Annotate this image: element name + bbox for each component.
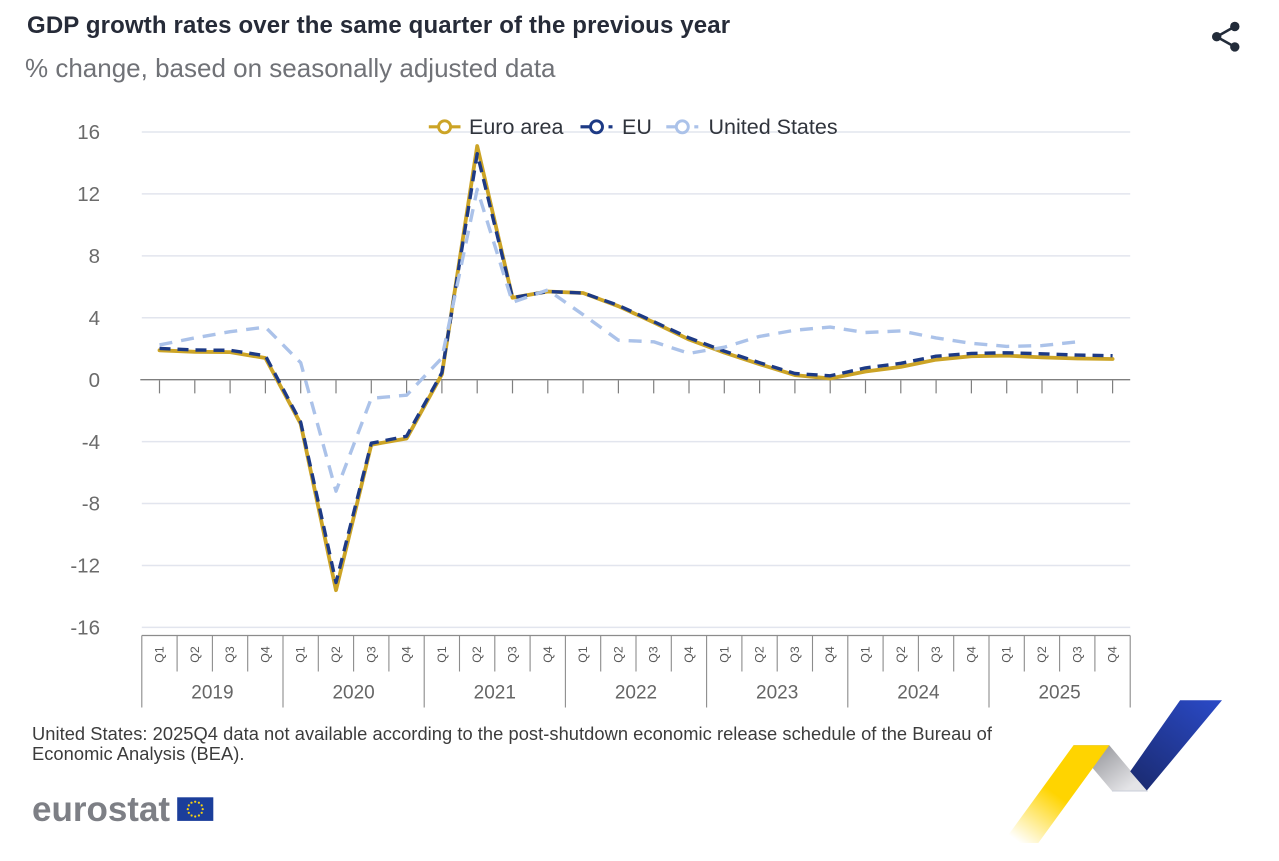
svg-text:Q3: Q3 [788, 646, 802, 663]
svg-text:United States: United States [709, 115, 838, 139]
svg-text:Q2: Q2 [611, 646, 625, 663]
svg-text:Q2: Q2 [329, 646, 343, 663]
svg-text:Q3: Q3 [506, 646, 520, 663]
svg-text:2020: 2020 [332, 683, 374, 704]
svg-text:2019: 2019 [191, 683, 233, 704]
svg-text:Q1: Q1 [717, 646, 731, 663]
svg-text:Q1: Q1 [153, 646, 167, 663]
svg-text:Q1: Q1 [294, 646, 308, 663]
svg-text:-12: -12 [70, 555, 100, 578]
svg-text:2024: 2024 [897, 683, 940, 704]
svg-text:Q4: Q4 [823, 646, 837, 663]
svg-text:Q1: Q1 [435, 646, 449, 663]
svg-text:Q4: Q4 [258, 646, 272, 663]
svg-text:2021: 2021 [474, 683, 516, 704]
svg-text:-16: -16 [70, 617, 100, 640]
svg-text:-8: -8 [82, 493, 100, 516]
svg-text:Euro area: Euro area [469, 115, 563, 139]
svg-text:Q2: Q2 [1035, 646, 1049, 663]
svg-text:Q4: Q4 [1106, 646, 1120, 663]
svg-text:Q4: Q4 [682, 646, 696, 663]
svg-text:Q1: Q1 [1000, 646, 1014, 663]
svg-text:Q3: Q3 [364, 646, 378, 663]
svg-text:Q1: Q1 [576, 646, 590, 663]
svg-text:Q3: Q3 [1070, 646, 1084, 663]
svg-text:Q2: Q2 [188, 646, 202, 663]
svg-text:-4: -4 [82, 431, 100, 454]
svg-text:Q3: Q3 [929, 646, 943, 663]
svg-text:Q2: Q2 [470, 646, 484, 663]
svg-text:Q4: Q4 [541, 646, 555, 663]
svg-text:Q1: Q1 [859, 646, 873, 663]
svg-text:16: 16 [77, 121, 100, 144]
svg-text:Q4: Q4 [964, 646, 978, 663]
svg-text:0: 0 [89, 369, 100, 392]
svg-text:8: 8 [89, 245, 100, 268]
svg-text:12: 12 [77, 183, 100, 206]
svg-text:2023: 2023 [756, 683, 798, 704]
svg-text:EU: EU [622, 115, 652, 139]
svg-text:Q2: Q2 [753, 646, 767, 663]
svg-text:Q3: Q3 [223, 646, 237, 663]
svg-text:Q4: Q4 [400, 646, 414, 663]
svg-text:4: 4 [89, 307, 100, 330]
svg-text:Q3: Q3 [647, 646, 661, 663]
svg-text:2025: 2025 [1038, 683, 1080, 704]
svg-text:2022: 2022 [615, 683, 657, 704]
svg-text:Q2: Q2 [894, 646, 908, 663]
